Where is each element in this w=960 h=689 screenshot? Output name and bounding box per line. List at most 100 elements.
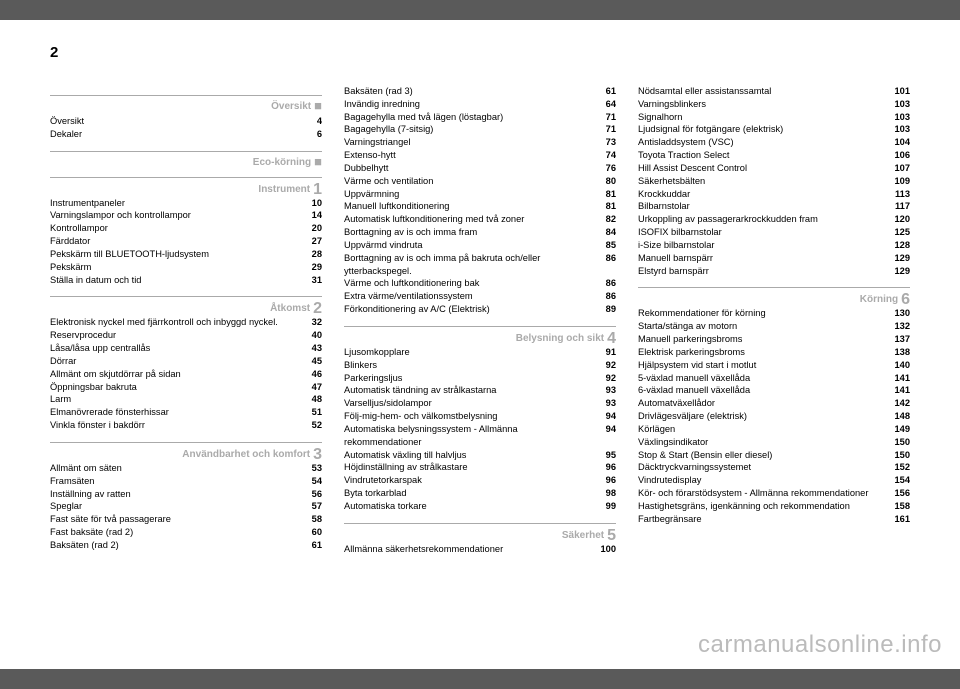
toc-entry-title: Uppvärmning xyxy=(344,188,606,201)
toc-entry-page: 71 xyxy=(606,111,616,124)
toc-entry: Ljudsignal för fotgängare (elektrisk)103 xyxy=(638,123,910,136)
toc-entry-title: Varningstriangel xyxy=(344,136,606,149)
toc-entry-title: Värme och ventilation xyxy=(344,175,606,188)
toc-entry: Varselljus/sidolampor93 xyxy=(344,397,616,410)
watermark: carmanualsonline.info xyxy=(698,631,942,659)
toc-entry-title: Bagagehylla (7-sitsig) xyxy=(344,123,606,136)
toc-entry-title: Manuell barnspärr xyxy=(638,252,894,265)
toc-entry-page: 98 xyxy=(606,487,616,500)
toc-entry: Manuell luftkonditionering81 xyxy=(344,200,616,213)
toc-entry: Urkoppling av passagerarkrockkudden fram… xyxy=(638,213,910,226)
toc-entry-title: Fast säte för två passagerare xyxy=(50,513,312,526)
toc-entry-page: 150 xyxy=(894,436,910,449)
section-title-text: Belysning och sikt xyxy=(516,333,604,344)
toc-entry-title: Antisladdsystem (VSC) xyxy=(638,136,894,149)
toc-entry-page: 94 xyxy=(606,410,616,423)
toc-entry-page: 58 xyxy=(312,513,322,526)
section-number: 6 xyxy=(901,291,910,308)
toc-entry-title: Borttagning av is och imma fram xyxy=(344,226,606,239)
toc-entry: Baksäten (rad 3)61 xyxy=(344,85,616,98)
toc-entry-page: 154 xyxy=(894,474,910,487)
toc-entry-page: 125 xyxy=(894,226,910,239)
toc-entry: Starta/stänga av motorn132 xyxy=(638,320,910,333)
section-rule xyxy=(50,442,322,443)
toc-entry-title: Säkerhetsbälten xyxy=(638,175,894,188)
toc-entry-page: 71 xyxy=(606,123,616,136)
section-rule xyxy=(50,95,322,96)
toc-entry-title: Baksäten (rad 2) xyxy=(50,539,312,552)
toc-entry-title: Invändig inredning xyxy=(344,98,606,111)
section-number: 1 xyxy=(313,181,322,198)
toc-entry-page: 76 xyxy=(606,162,616,175)
toc-entry-page: 85 xyxy=(606,239,616,252)
toc-column: Översikt■Översikt4Dekaler6Eco-körning■In… xyxy=(50,85,322,556)
toc-entry: Dekaler6 xyxy=(50,128,322,141)
toc-entry-page: 138 xyxy=(894,346,910,359)
toc-entry: Fartbegränsare161 xyxy=(638,513,910,526)
toc-entry-page: 120 xyxy=(894,213,910,226)
toc-entry: Öppningsbar bakruta47 xyxy=(50,381,322,394)
toc-entry-page: 14 xyxy=(312,209,322,222)
toc-entry: i-Size bilbarnstolar128 xyxy=(638,239,910,252)
toc-entry-title: Signalhorn xyxy=(638,111,894,124)
toc-entry-page: 150 xyxy=(894,449,910,462)
toc-entry: Automatisk luftkonditionering med två zo… xyxy=(344,213,616,226)
toc-entry-title: Manuell luftkonditionering xyxy=(344,200,606,213)
toc-entry-title: Kör- och förarstödsystem - Allmänna reko… xyxy=(638,487,894,500)
toc-entry-title: Automatväxellådor xyxy=(638,397,894,410)
toc-entry-page: 106 xyxy=(894,149,910,162)
toc-entry-title: Stop & Start (Bensin eller diesel) xyxy=(638,449,894,462)
toc-entry: Byta torkarblad98 xyxy=(344,487,616,500)
toc-entry-title: Vinkla fönster i bakdörr xyxy=(50,419,312,432)
toc-entry-title: Låsa/låsa upp centrallås xyxy=(50,342,312,355)
toc-entry-title: Larm xyxy=(50,393,312,406)
toc-entry: Automatiska torkare99 xyxy=(344,500,616,513)
toc-entry-page: 54 xyxy=(312,475,322,488)
toc-entry-page: 128 xyxy=(894,239,910,252)
toc-entry-title: Vindrutedisplay xyxy=(638,474,894,487)
toc-entry: Varningslampor och kontrollampor14 xyxy=(50,209,322,222)
section-label: Körning6 xyxy=(860,289,910,311)
section-label: Eco-körning■ xyxy=(253,153,322,171)
section-rule xyxy=(344,523,616,524)
toc-entry: Stop & Start (Bensin eller diesel)150 xyxy=(638,449,910,462)
toc-entry-page: 141 xyxy=(894,372,910,385)
toc-entry: Bagagehylla (7-sitsig)71 xyxy=(344,123,616,136)
toc-entry: Bagagehylla med två lägen (löstagbar)71 xyxy=(344,111,616,124)
toc-entry-title: Elmanövrerade fönsterhissar xyxy=(50,406,312,419)
section-header: Instrument1 xyxy=(50,177,322,193)
section-marker-icon: ■ xyxy=(314,97,322,115)
toc-entry-title: 6-växlad manuell växellåda xyxy=(638,384,894,397)
toc-entry-page: 86 xyxy=(606,290,616,303)
toc-entry-page: 103 xyxy=(894,98,910,111)
section-number: 4 xyxy=(607,330,616,347)
section-title-text: Instrument xyxy=(258,184,310,195)
toc-entry-title: Drivlägesväljare (elektrisk) xyxy=(638,410,894,423)
toc-entry-page: 148 xyxy=(894,410,910,423)
toc-entry-page: 129 xyxy=(894,265,910,278)
section-number: 2 xyxy=(313,300,322,317)
toc-entry-page: 43 xyxy=(312,342,322,355)
toc-entry-title: Framsäten xyxy=(50,475,312,488)
toc-entry-page: 141 xyxy=(894,384,910,397)
toc-entry: Bilbarnstolar117 xyxy=(638,200,910,213)
toc-entry-title: Automatisk växling till halvljus xyxy=(344,449,606,462)
toc-entry-page: 92 xyxy=(606,359,616,372)
toc-entry-title: Bagagehylla med två lägen (löstagbar) xyxy=(344,111,606,124)
toc-entry-page: 27 xyxy=(312,235,322,248)
section-title-text: Eco-körning xyxy=(253,157,311,168)
toc-entry-title: Däcktryckvarningssystemet xyxy=(638,461,894,474)
toc-entry-title: Pekskärm xyxy=(50,261,312,274)
toc-entry-page: 29 xyxy=(312,261,322,274)
manual-page: 2 Översikt■Översikt4Dekaler6Eco-körning■… xyxy=(0,20,960,669)
toc-entry-page: 107 xyxy=(894,162,910,175)
toc-entry: Hastighetsgräns, igenkänning och rekomme… xyxy=(638,500,910,513)
toc-entry-title: i-Size bilbarnstolar xyxy=(638,239,894,252)
toc-entry-page: 52 xyxy=(312,419,322,432)
toc-entry: Kontrollampor20 xyxy=(50,222,322,235)
toc-entry: Automatisk växling till halvljus95 xyxy=(344,449,616,462)
section-label: Instrument1 xyxy=(258,179,322,201)
toc-entry-page: 84 xyxy=(606,226,616,239)
toc-entry-page: 94 xyxy=(606,423,616,436)
toc-entry: Manuell barnspärr129 xyxy=(638,252,910,265)
